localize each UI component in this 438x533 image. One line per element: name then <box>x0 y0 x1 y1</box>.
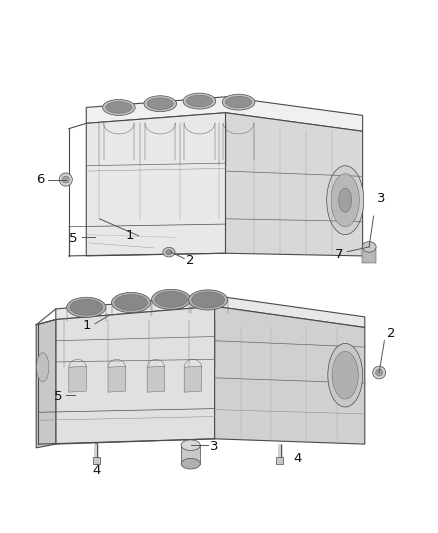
Ellipse shape <box>186 95 212 107</box>
Ellipse shape <box>112 293 151 313</box>
Text: 6: 6 <box>35 173 44 186</box>
Ellipse shape <box>181 458 200 469</box>
Ellipse shape <box>67 297 106 317</box>
Polygon shape <box>215 306 365 444</box>
Text: 7: 7 <box>335 248 343 261</box>
Ellipse shape <box>166 249 172 255</box>
Ellipse shape <box>222 94 255 110</box>
Ellipse shape <box>152 289 191 310</box>
Text: 5: 5 <box>54 390 62 403</box>
Ellipse shape <box>339 188 352 212</box>
Polygon shape <box>362 247 376 263</box>
Polygon shape <box>56 306 215 444</box>
Ellipse shape <box>115 295 148 311</box>
Text: 1: 1 <box>126 229 134 242</box>
Ellipse shape <box>163 247 175 257</box>
Ellipse shape <box>144 96 177 112</box>
Ellipse shape <box>37 353 49 382</box>
Polygon shape <box>69 366 86 392</box>
Ellipse shape <box>183 93 216 109</box>
Text: 3: 3 <box>210 440 219 453</box>
Polygon shape <box>56 296 365 327</box>
FancyBboxPatch shape <box>93 457 100 464</box>
Text: 2: 2 <box>186 254 195 266</box>
Ellipse shape <box>373 366 386 379</box>
Ellipse shape <box>331 174 359 227</box>
Ellipse shape <box>59 173 72 186</box>
Ellipse shape <box>102 100 135 115</box>
Ellipse shape <box>70 300 102 316</box>
Ellipse shape <box>332 351 358 399</box>
Ellipse shape <box>181 440 200 450</box>
Polygon shape <box>147 366 165 392</box>
Polygon shape <box>108 366 125 392</box>
Ellipse shape <box>226 96 252 108</box>
Polygon shape <box>86 97 363 131</box>
Ellipse shape <box>147 98 173 110</box>
Text: 4: 4 <box>92 464 100 477</box>
Polygon shape <box>86 113 226 256</box>
Polygon shape <box>181 445 200 464</box>
Ellipse shape <box>62 176 69 183</box>
Polygon shape <box>36 319 56 448</box>
Ellipse shape <box>376 369 383 376</box>
Text: 4: 4 <box>294 452 302 465</box>
Polygon shape <box>184 366 201 392</box>
Text: 1: 1 <box>82 319 91 333</box>
Ellipse shape <box>106 102 132 114</box>
Ellipse shape <box>192 292 224 308</box>
Ellipse shape <box>328 343 363 407</box>
Ellipse shape <box>155 292 187 308</box>
Text: 5: 5 <box>69 232 78 245</box>
Ellipse shape <box>327 166 364 235</box>
Text: 2: 2 <box>387 327 395 341</box>
Polygon shape <box>226 113 363 256</box>
Ellipse shape <box>188 290 228 310</box>
Text: 3: 3 <box>377 192 385 205</box>
FancyBboxPatch shape <box>276 457 283 464</box>
Ellipse shape <box>362 241 376 252</box>
